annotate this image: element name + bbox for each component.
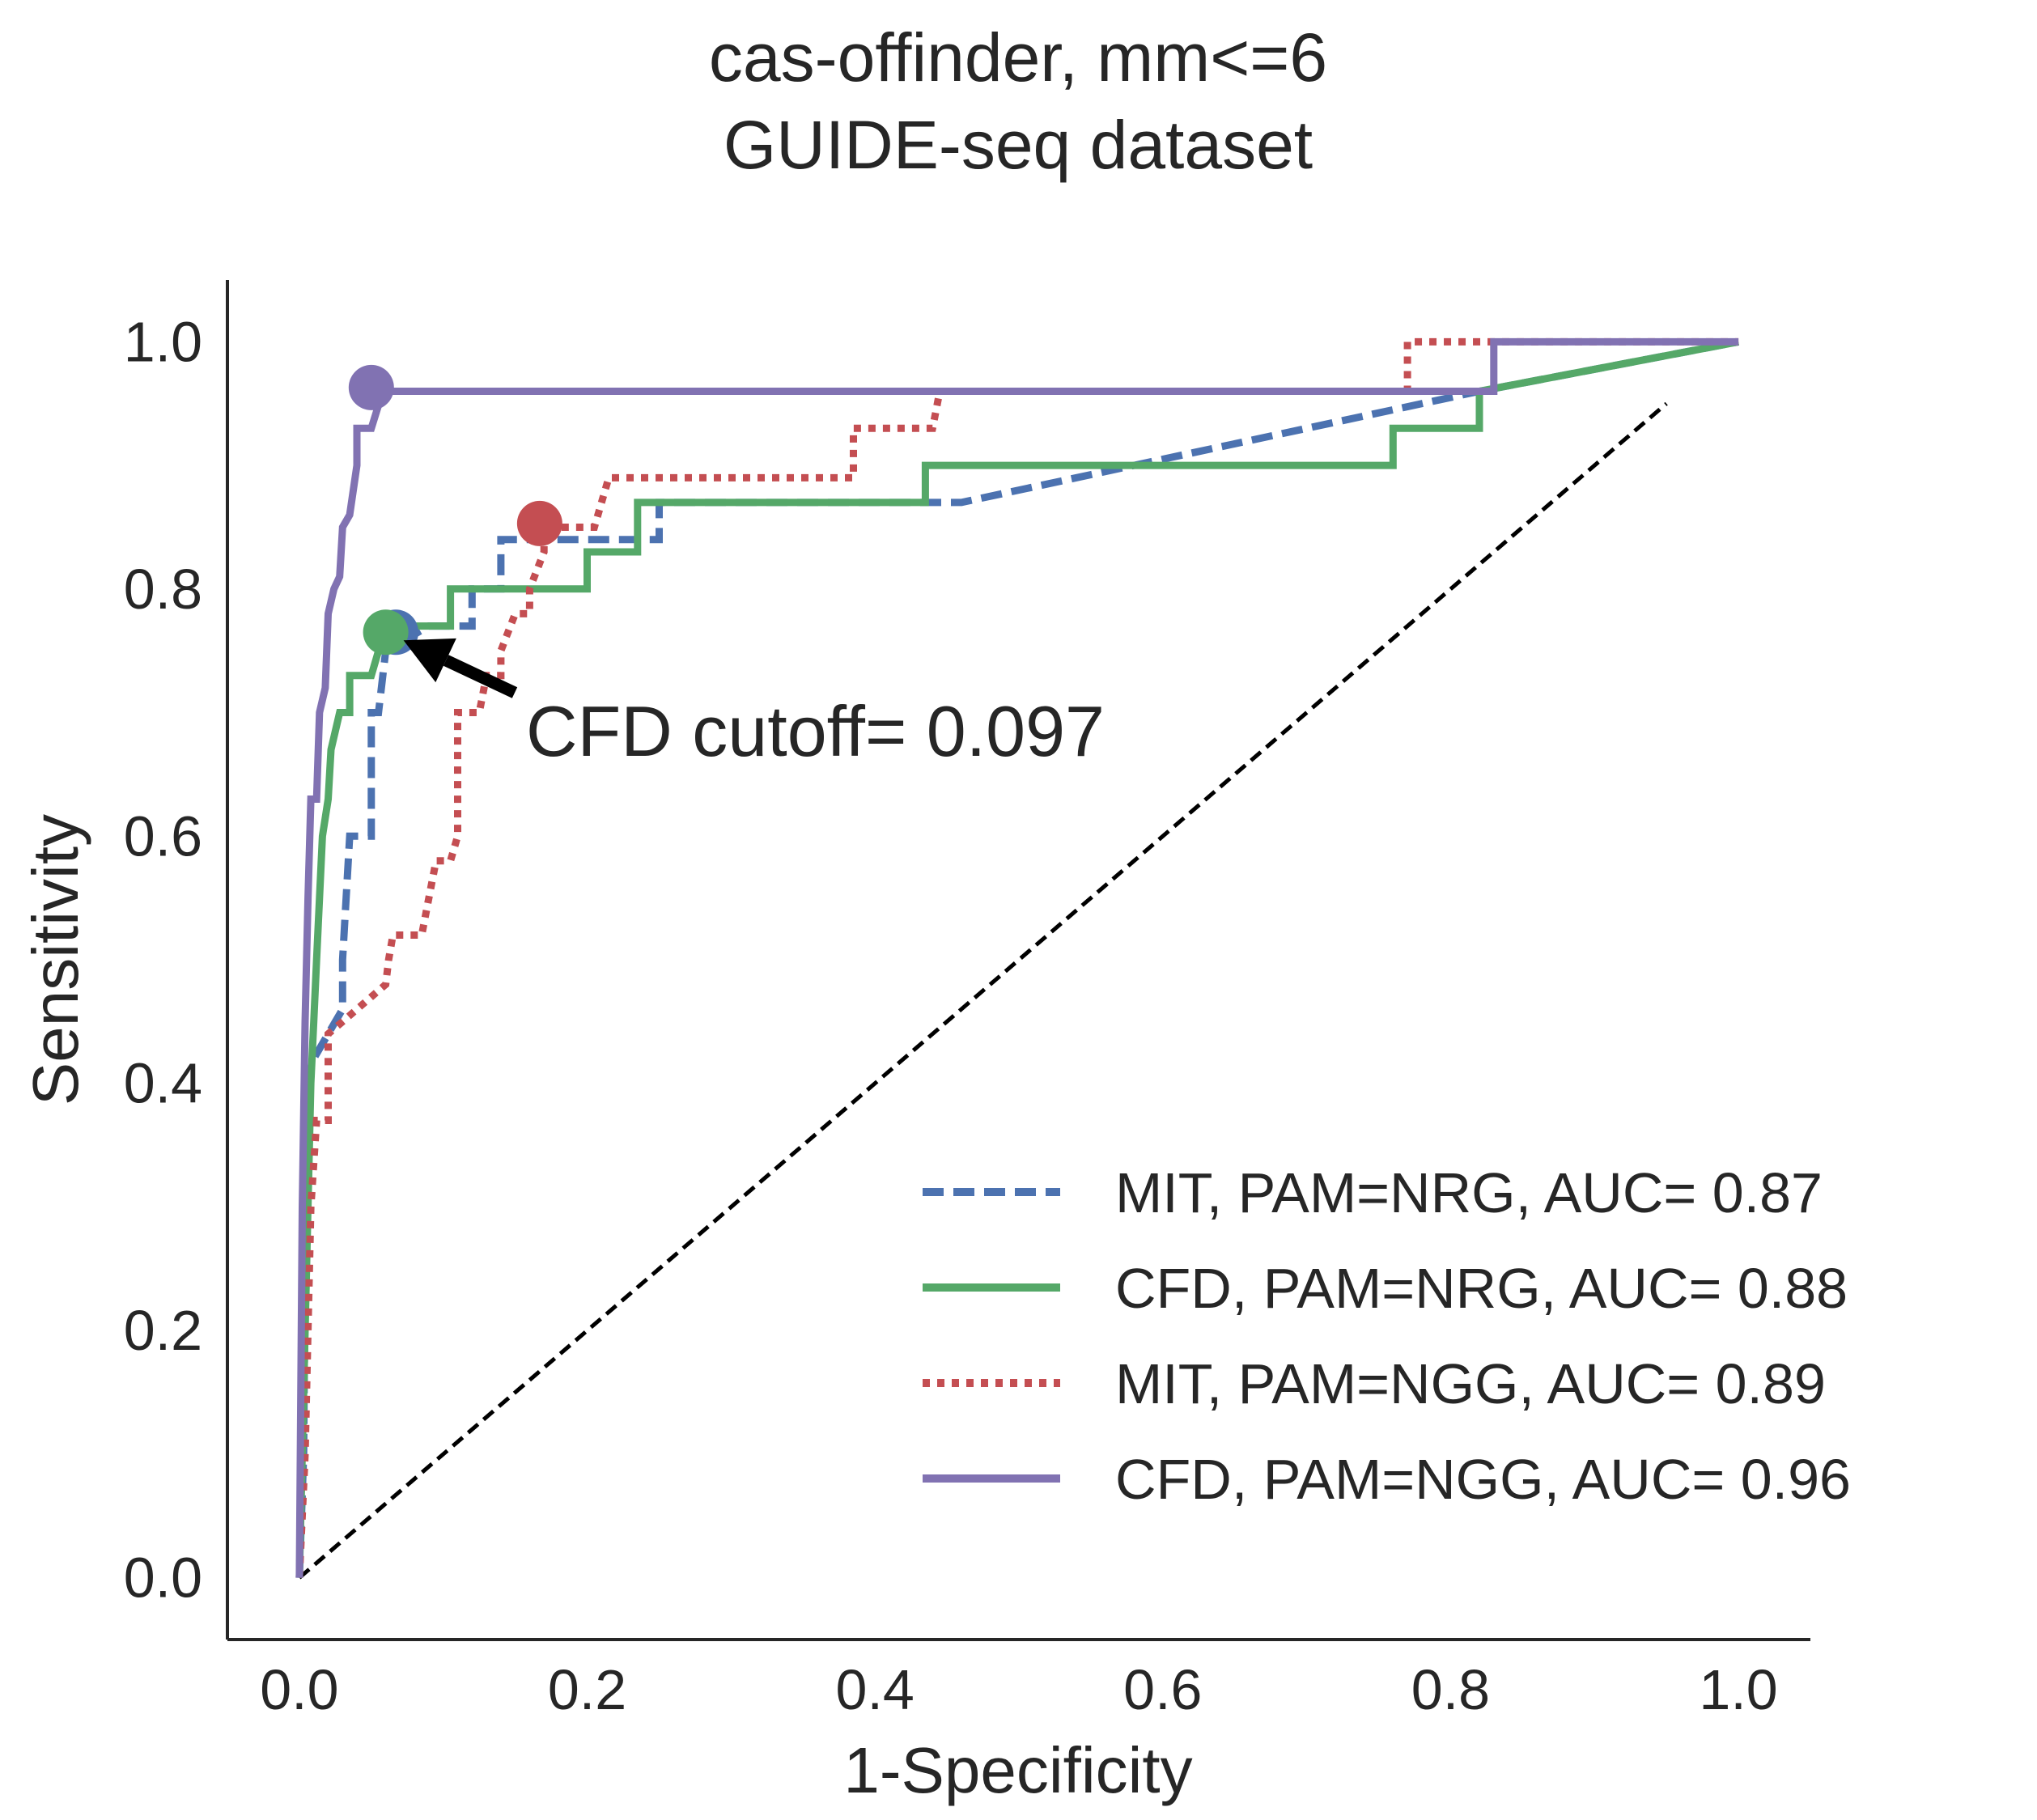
annotation-text: CFD cutoff= 0.097 [526,691,1105,771]
y-tick-label: 0.0 [124,1546,202,1610]
y-tick-label: 0.6 [124,804,202,868]
x-tick-labels: 0.0 0.2 0.4 0.6 0.8 1.0 [260,1658,1777,1721]
chart-title-line-1: cas-offinder, mm<=6 [709,19,1327,95]
y-tick-label: 0.4 [124,1052,202,1115]
y-tick-label: 0.8 [124,558,202,621]
x-tick-label: 0.6 [1123,1658,1202,1721]
x-tick-label: 0.8 [1411,1658,1490,1721]
x-axis-label: 1-Specificity [843,1734,1192,1806]
series-line-1 [295,337,1739,1578]
cfd-cutoff-annotation: CFD cutoff= 0.097 [403,638,1105,771]
legend: MIT, PAM=NRG, AUC= 0.87 CFD, PAM=NRG, AUC… [923,1161,1851,1511]
annotation-arrow-head [403,638,456,683]
x-tick-label: 0.4 [836,1658,915,1721]
legend-label-1: MIT, PAM=NRG, AUC= 0.87 [1115,1161,1823,1224]
y-axis-label: Sensitivity [19,814,91,1105]
annotation-arrow-shaft [443,655,518,698]
x-tick-label: 0.0 [260,1658,338,1721]
cutoff-marker-3 [516,500,562,546]
y-tick-label: 0.2 [124,1299,202,1362]
x-tick-label: 0.2 [548,1658,626,1721]
diagonal-reference-line [298,401,1668,1580]
chart-title-line-2: GUIDE-seq dataset [724,107,1313,183]
legend-label-2: CFD, PAM=NRG, AUC= 0.88 [1115,1257,1848,1320]
x-tick-label: 1.0 [1699,1658,1777,1721]
y-tick-labels: 0.0 0.2 0.4 0.6 0.8 1.0 [124,310,202,1609]
cutoff-marker-2 [363,609,409,655]
series-line-3 [295,337,1739,1578]
y-tick-label: 1.0 [124,310,202,373]
legend-label-4: CFD, PAM=NGG, AUC= 0.96 [1115,1448,1851,1511]
legend-label-3: MIT, PAM=NGG, AUC= 0.89 [1115,1352,1826,1415]
cutoff-marker-4 [348,364,394,410]
